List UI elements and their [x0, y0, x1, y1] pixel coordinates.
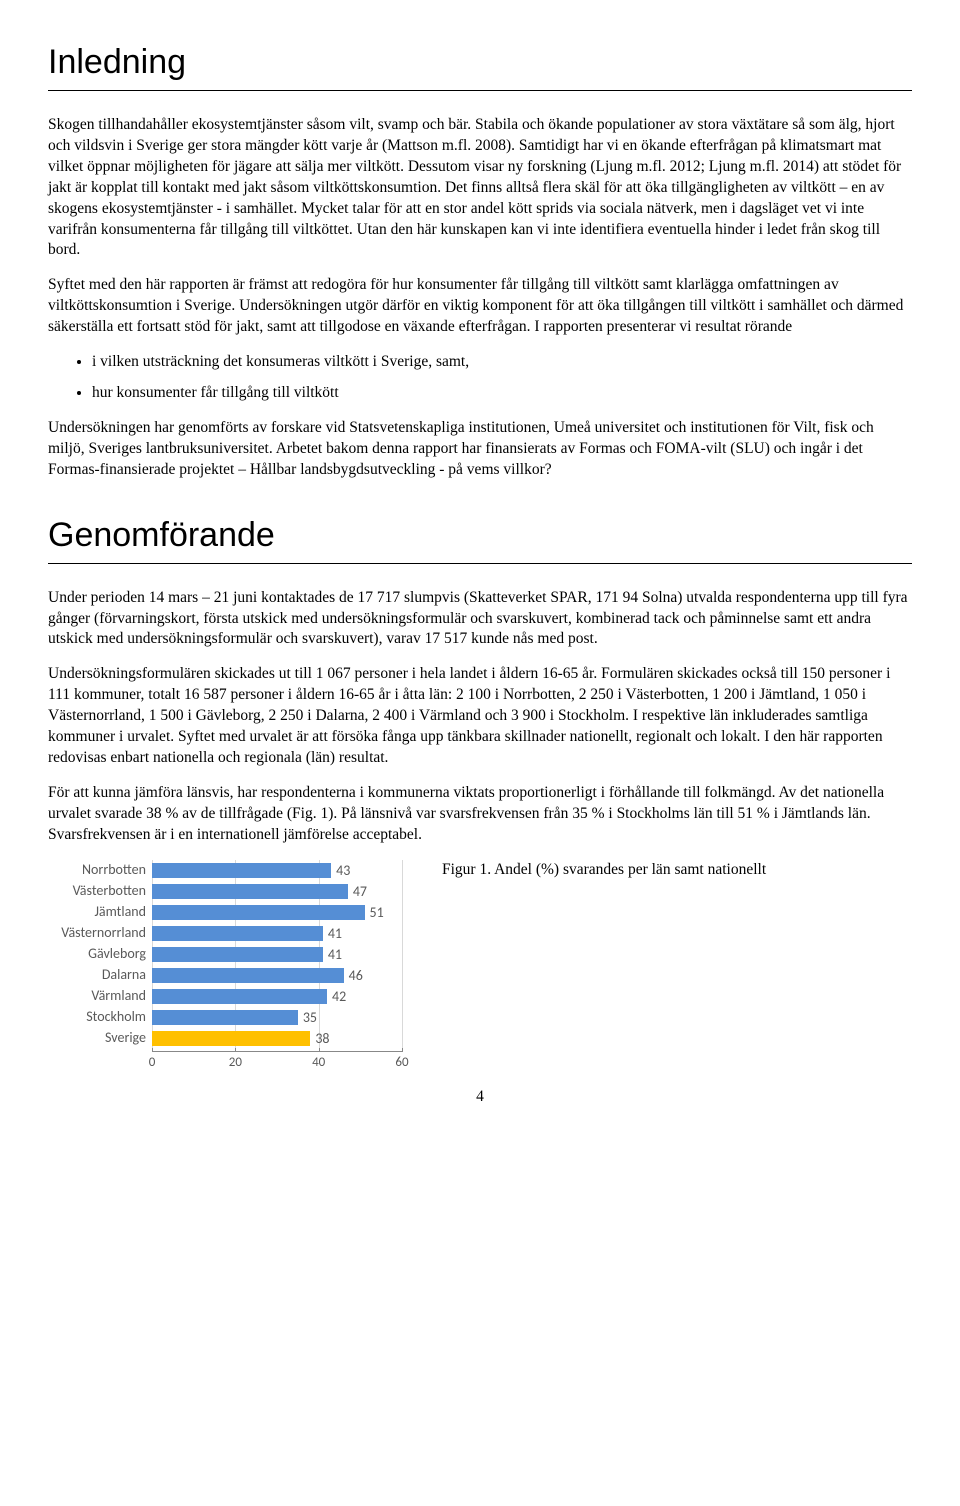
bar-label: Dalarna	[48, 966, 152, 985]
bullet-list: i vilken utsträckning det konsumeras vil…	[48, 352, 912, 404]
x-tick-label: 0	[149, 1054, 156, 1072]
bullet-item-2: hur konsumenter får tillgång till viltkö…	[92, 383, 912, 404]
bar-value: 41	[328, 946, 342, 965]
bar	[152, 989, 327, 1004]
bar	[152, 1031, 310, 1046]
bar-row: Västerbotten 47	[48, 881, 418, 902]
bar-label: Värmland	[48, 987, 152, 1006]
intro-paragraph-3: Undersökningen har genomförts av forskar…	[48, 418, 912, 481]
bar-row: Sverige 38	[48, 1028, 418, 1049]
bar-value: 46	[349, 967, 363, 986]
bar-value: 42	[332, 988, 346, 1007]
bar-row: Västernorrland 41	[48, 923, 418, 944]
bar-value: 38	[315, 1030, 329, 1049]
bar-value: 41	[328, 925, 342, 944]
bar	[152, 905, 365, 920]
x-tick-label: 60	[395, 1054, 408, 1072]
bar-row: Gävleborg 41	[48, 944, 418, 965]
bar-value: 35	[303, 1009, 317, 1028]
bar-value: 43	[336, 862, 350, 881]
method-paragraph-2: Undersökningsformulären skickades ut til…	[48, 664, 912, 769]
method-paragraph-1: Under perioden 14 mars – 21 juni kontakt…	[48, 588, 912, 651]
bar-row: Dalarna 46	[48, 965, 418, 986]
bar-label: Gävleborg	[48, 945, 152, 964]
bar	[152, 947, 323, 962]
bar-label: Stockholm	[48, 1008, 152, 1027]
intro-paragraph-1: Skogen tillhandahåller ekosystemtjänster…	[48, 115, 912, 261]
bullet-item-1: i vilken utsträckning det konsumeras vil…	[92, 352, 912, 373]
bar	[152, 863, 331, 878]
bar-row: Jämtland 51	[48, 902, 418, 923]
bar-label: Västerbotten	[48, 882, 152, 901]
heading-genomforande: Genomförande	[48, 513, 912, 564]
bar	[152, 926, 323, 941]
bar-value: 51	[370, 904, 384, 923]
bar-label: Sverige	[48, 1029, 152, 1048]
page-number: 4	[48, 1087, 912, 1108]
bar-value: 47	[353, 883, 367, 902]
response-rate-chart: Norrbotten43Västerbotten47Jämtland51Väst…	[48, 860, 418, 1069]
bar-label: Norrbotten	[48, 861, 152, 880]
bar	[152, 968, 344, 983]
bar-label: Västernorrland	[48, 924, 152, 943]
figure-caption: Figur 1. Andel (%) svarandes per län sam…	[442, 860, 912, 881]
bar-row: Norrbotten 43	[48, 860, 418, 881]
bar	[152, 884, 348, 899]
x-tick-label: 20	[229, 1054, 242, 1072]
x-axis: 0204060	[152, 1051, 402, 1069]
bar-row: Värmland 42	[48, 986, 418, 1007]
bar-label: Jämtland	[48, 903, 152, 922]
bar	[152, 1010, 298, 1025]
intro-paragraph-2: Syftet med den här rapporten är främst a…	[48, 275, 912, 338]
bar-row: Stockholm 35	[48, 1007, 418, 1028]
x-tick-label: 40	[312, 1054, 325, 1072]
heading-inledning: Inledning	[48, 40, 912, 91]
method-paragraph-3: För att kunna jämföra länsvis, har respo…	[48, 783, 912, 846]
